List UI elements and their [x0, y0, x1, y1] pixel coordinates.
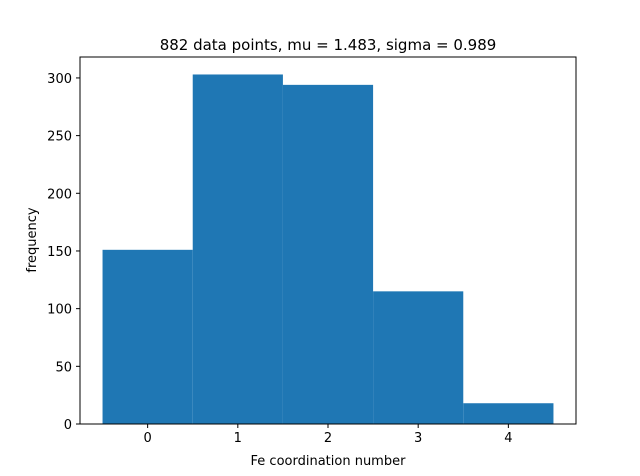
- x-tick-label-0: 0: [143, 431, 151, 446]
- histogram-bar-2: [282, 84, 374, 424]
- x-tick-label-4: 4: [504, 431, 512, 446]
- x-axis-label: Fe coordination number: [251, 454, 407, 469]
- y-tick-label-4: 200: [47, 187, 72, 202]
- x-tick-label-1: 1: [234, 431, 242, 446]
- histogram-bar-0: [102, 249, 193, 424]
- y-tick-label-1: 50: [55, 360, 72, 375]
- y-tick-label-3: 150: [47, 245, 72, 260]
- x-tick-label-2: 2: [324, 431, 332, 446]
- x-tick-label-3: 3: [414, 431, 422, 446]
- y-tick-label-2: 100: [47, 303, 72, 318]
- y-axis-label: frequency: [25, 207, 40, 273]
- y-tick-label-6: 300: [47, 72, 72, 87]
- chart-title: 882 data points, mu = 1.483, sigma = 0.9…: [160, 36, 497, 54]
- bars-group: [102, 74, 554, 424]
- x-axis-ticks: 0 1 2 3 4: [143, 424, 513, 446]
- histogram-bar-1: [192, 74, 283, 424]
- y-axis-ticks: 0 50 100 150 200 250 300: [47, 72, 80, 433]
- y-tick-label-5: 250: [47, 130, 72, 145]
- histogram-bar-3: [373, 291, 464, 424]
- y-tick-label-0: 0: [64, 418, 72, 433]
- histogram-bar-4: [463, 403, 554, 424]
